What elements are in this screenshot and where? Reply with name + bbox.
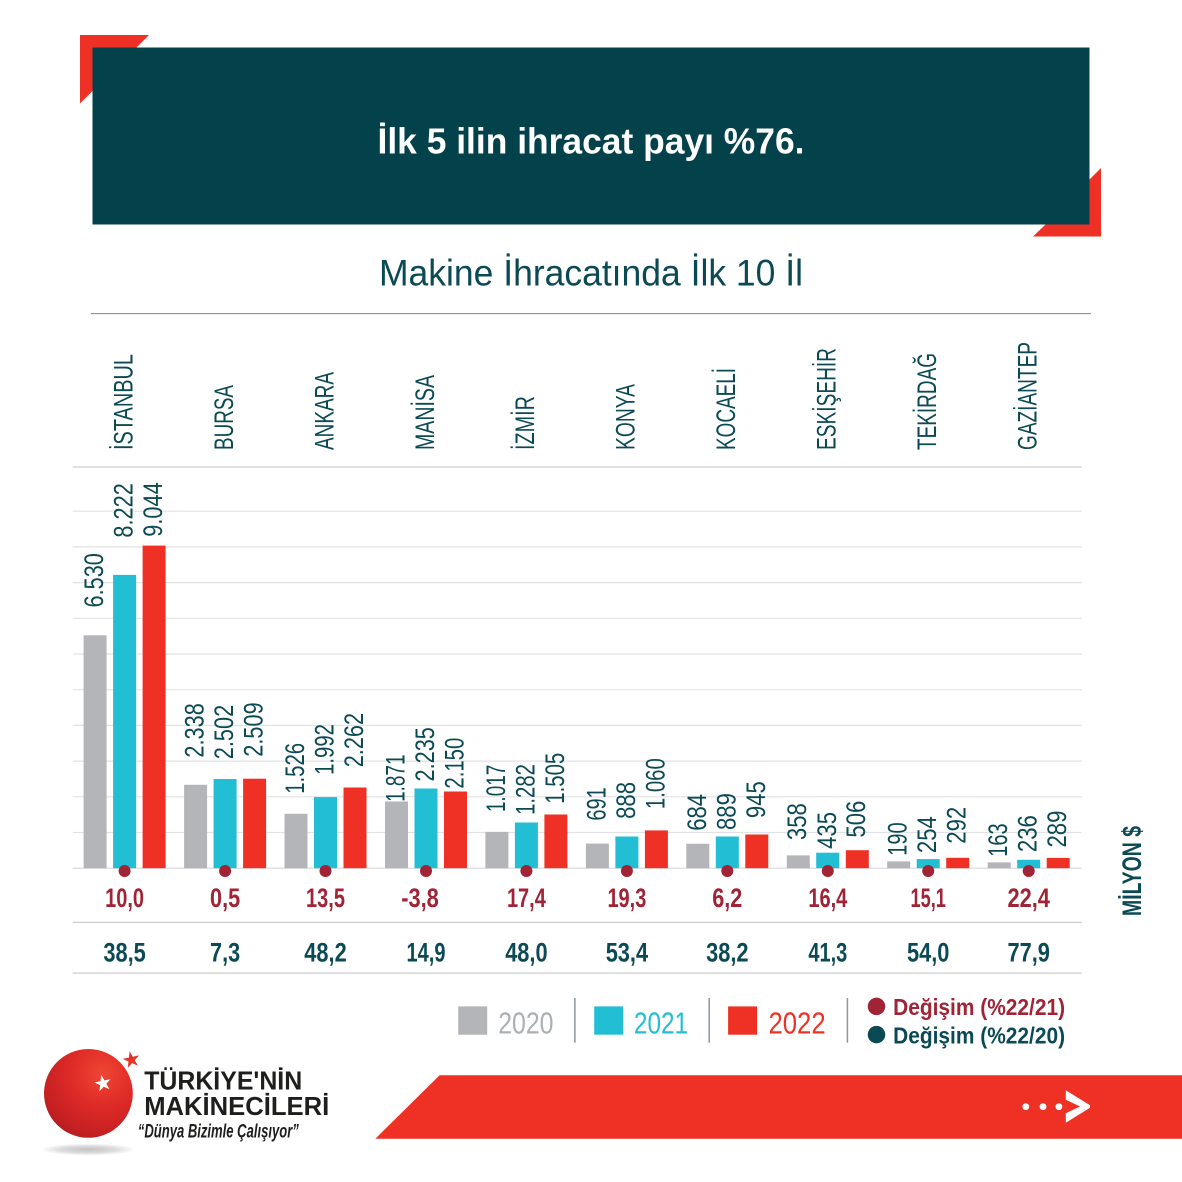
svg-text:0,5: 0,5 <box>210 883 240 913</box>
svg-text:945: 945 <box>741 781 771 818</box>
svg-text:Değişim (%22/21): Değişim (%22/21) <box>893 994 1065 1020</box>
svg-text:13,5: 13,5 <box>306 883 345 913</box>
svg-text:292: 292 <box>942 807 972 844</box>
svg-text:236: 236 <box>1013 815 1043 852</box>
svg-text:İlk 5 ilin ihracat payı %76.: İlk 5 ilin ihracat payı %76. <box>378 121 805 162</box>
svg-text:888: 888 <box>611 782 641 819</box>
svg-text:48,2: 48,2 <box>304 937 346 967</box>
svg-text:7,3: 7,3 <box>210 937 240 967</box>
svg-text:1.060: 1.060 <box>640 758 670 809</box>
svg-text:2022: 2022 <box>769 1006 826 1041</box>
svg-text:1.017: 1.017 <box>481 765 511 812</box>
svg-text:6,2: 6,2 <box>712 883 742 913</box>
svg-text:MİLYON $: MİLYON $ <box>1117 826 1147 916</box>
svg-text:1.526: 1.526 <box>280 743 310 794</box>
svg-text:16,4: 16,4 <box>808 883 847 913</box>
svg-text:Değişim (%22/20): Değişim (%22/20) <box>893 1022 1065 1048</box>
svg-text:691: 691 <box>581 787 611 820</box>
svg-text:MAKİNECİLERİ: MAKİNECİLERİ <box>144 1091 329 1121</box>
svg-text:22,4: 22,4 <box>1008 883 1050 913</box>
svg-text:KOCAELİ: KOCAELİ <box>711 368 741 450</box>
svg-text:77,9: 77,9 <box>1008 937 1050 967</box>
svg-text:İSTANBUL: İSTANBUL <box>108 354 138 450</box>
svg-text:ANKARA: ANKARA <box>309 372 339 450</box>
svg-text:889: 889 <box>711 793 741 830</box>
svg-text:İZMİR: İZMİR <box>510 396 540 450</box>
svg-text:KONYA: KONYA <box>611 384 641 450</box>
svg-text:38,5: 38,5 <box>103 937 145 967</box>
svg-text:1.282: 1.282 <box>510 764 540 815</box>
svg-text:14,9: 14,9 <box>407 937 446 967</box>
svg-text:38,2: 38,2 <box>706 937 748 967</box>
svg-text:2.509: 2.509 <box>239 702 269 756</box>
svg-text:Makine İhracatında İlk 10 İl: Makine İhracatında İlk 10 İl <box>379 253 803 294</box>
svg-text:53,4: 53,4 <box>606 937 648 967</box>
svg-text:435: 435 <box>812 812 842 849</box>
svg-text:684: 684 <box>682 794 712 831</box>
svg-text:254: 254 <box>912 816 942 853</box>
svg-text:-3,8: -3,8 <box>401 883 439 913</box>
svg-text:BURSA: BURSA <box>209 385 239 450</box>
svg-text:9.044: 9.044 <box>138 482 168 536</box>
svg-text:2.235: 2.235 <box>410 727 440 781</box>
svg-text:506: 506 <box>841 801 871 838</box>
svg-text:TÜRKİYE'NİN: TÜRKİYE'NİN <box>144 1066 302 1096</box>
svg-text:2020: 2020 <box>498 1006 553 1041</box>
svg-text:TEKİRDAĞ: TEKİRDAĞ <box>912 353 942 450</box>
svg-text:163: 163 <box>983 823 1013 856</box>
svg-text:2021: 2021 <box>634 1006 688 1041</box>
svg-text:8.222: 8.222 <box>109 483 139 537</box>
svg-text:19,3: 19,3 <box>607 883 646 913</box>
svg-text:6.530: 6.530 <box>79 553 109 607</box>
svg-text:2.150: 2.150 <box>440 738 470 789</box>
svg-text:48,0: 48,0 <box>505 937 547 967</box>
svg-text:358: 358 <box>782 803 812 840</box>
svg-text:ESKİŞEHİR: ESKİŞEHİR <box>812 348 842 450</box>
svg-text:2.338: 2.338 <box>180 703 210 757</box>
svg-text:1.992: 1.992 <box>310 724 340 775</box>
svg-text:17,4: 17,4 <box>507 883 546 913</box>
svg-text:15,1: 15,1 <box>911 883 946 913</box>
svg-text:54,0: 54,0 <box>907 937 949 967</box>
svg-text:289: 289 <box>1042 811 1072 848</box>
svg-text:1.871: 1.871 <box>381 755 411 802</box>
svg-text:GAZİANTEP: GAZİANTEP <box>1013 342 1043 450</box>
svg-text:“Dünya Bizimle Çalışıyor”: “Dünya Bizimle Çalışıyor” <box>138 1121 299 1143</box>
svg-text:1.505: 1.505 <box>540 753 570 804</box>
svg-text:2.262: 2.262 <box>339 713 369 767</box>
svg-text:190: 190 <box>883 822 913 855</box>
svg-text:10,0: 10,0 <box>105 883 144 913</box>
svg-text:2.502: 2.502 <box>209 705 239 759</box>
svg-text:MANİSA: MANİSA <box>410 375 440 450</box>
svg-text:41,3: 41,3 <box>808 937 847 967</box>
